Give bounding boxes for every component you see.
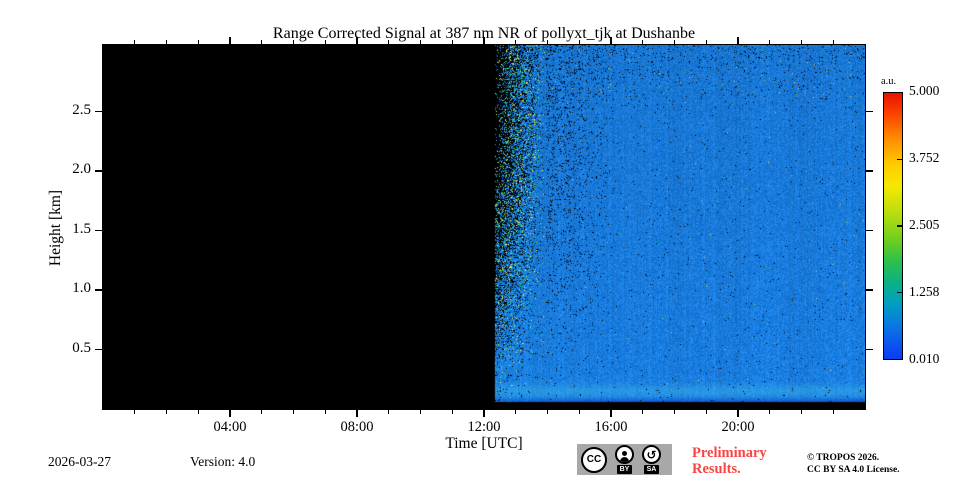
preliminary-line2: Results. [692, 460, 741, 477]
x-tick [705, 410, 707, 414]
y-tick [95, 348, 102, 351]
x-tick-top [451, 40, 453, 44]
person-icon [615, 445, 634, 464]
colorbar-tick [897, 225, 902, 227]
preliminary-results-note: Preliminary Results. [692, 445, 767, 477]
x-tick [229, 410, 231, 417]
preliminary-line1: Preliminary [692, 445, 767, 461]
x-tick-top [737, 37, 739, 44]
y-tick [95, 110, 102, 113]
colorbar-tick-label: 3.752 [909, 150, 940, 165]
colorbar-tick-label: 5.000 [909, 83, 940, 98]
x-tick [642, 410, 644, 414]
x-tick [388, 410, 390, 414]
y-tick [95, 289, 102, 291]
x-tick-top [769, 40, 771, 44]
x-tick-top [832, 40, 834, 44]
x-tick [547, 410, 548, 414]
x-tick-top [197, 40, 199, 44]
x-tick [356, 410, 358, 417]
x-tick-label: 04:00 [213, 419, 247, 435]
colorbar-tick-label: 1.258 [909, 284, 940, 299]
x-tick [261, 410, 263, 414]
colorbar-tick [897, 291, 902, 294]
x-tick-top [229, 37, 231, 44]
x-tick-top [261, 40, 263, 44]
x-tick-top [293, 40, 294, 44]
cc-by-unit: BY [615, 445, 634, 474]
x-tick-top [705, 40, 707, 44]
cc-by-sa-badge: CC BY ↺ SA [577, 444, 672, 475]
copyright-note: © TROPOS 2026. CC BY SA 4.0 License. [807, 452, 900, 476]
x-tick-top [547, 40, 548, 44]
y-tick-label: 1.5 [72, 220, 91, 237]
x-tick [451, 410, 453, 414]
y-tick-right [866, 110, 873, 113]
colorbar-tick-label: 2.505 [909, 217, 940, 232]
y-tick-label: 1.0 [72, 280, 91, 297]
by-label: BY [616, 465, 633, 474]
y-tick-right [866, 229, 873, 232]
plot-area: 04:00 08:00 12:00 16:00 20:00 0.5 1.0 1.5 2.0 2.5 [72, 37, 873, 435]
x-tick [483, 410, 485, 417]
x-tick [769, 410, 771, 414]
x-axis-label: Time [UTC] [445, 435, 523, 452]
x-tick-top [134, 40, 136, 44]
x-tick-top [388, 40, 390, 44]
version-label: Version: 4.0 [190, 454, 256, 469]
heatmap-canvas [103, 45, 865, 409]
y-tick-right [866, 348, 873, 351]
x-tick [166, 410, 167, 414]
x-tick [134, 410, 136, 414]
y-tick-label: 0.5 [72, 339, 91, 356]
y-tick-right [866, 170, 873, 172]
colorbar-tick-label: 0.010 [909, 351, 940, 366]
chart-title: Range Corrected Signal at 387 nm NR of p… [272, 25, 696, 42]
x-tick-top [356, 37, 358, 44]
x-tick-top [610, 37, 612, 44]
y-tick-right [866, 289, 873, 291]
share-alike-icon: ↺ [642, 445, 661, 464]
x-tick-top [483, 37, 485, 44]
cc-sa-unit: ↺ SA [642, 445, 661, 474]
x-tick-top [642, 40, 644, 44]
x-tick [737, 410, 739, 417]
x-tick-top [578, 40, 580, 44]
x-tick-top [324, 40, 326, 44]
x-tick-top [801, 40, 802, 44]
y-tick-label: 2.5 [72, 101, 91, 118]
sa-label: SA [643, 465, 660, 474]
x-tick [420, 410, 421, 414]
x-tick [674, 410, 675, 414]
x-tick [324, 410, 326, 414]
colorbar-tick [897, 158, 902, 161]
y-tick [95, 170, 102, 172]
x-tick-label: 20:00 [721, 419, 755, 435]
copyright-line1: © TROPOS 2026. [807, 453, 880, 463]
x-tick-top [674, 40, 675, 44]
x-tick-top [515, 40, 517, 44]
x-tick [832, 410, 834, 414]
x-tick-label: 12:00 [467, 419, 501, 435]
x-tick-top [420, 40, 421, 44]
x-tick [293, 410, 294, 414]
y-tick-label: 2.0 [72, 161, 91, 178]
measurement-date: 2026-03-27 [48, 454, 111, 469]
copyright-line2: CC BY SA 4.0 License. [807, 465, 900, 475]
x-tick [578, 410, 580, 414]
x-tick [515, 410, 517, 414]
cc-logo-icon: CC [581, 446, 607, 473]
colorbar [883, 92, 903, 360]
y-tick [95, 229, 102, 232]
x-tick-label: 08:00 [340, 419, 374, 435]
x-tick [801, 410, 802, 414]
x-tick [197, 410, 199, 414]
x-tick [610, 410, 612, 417]
x-tick-top [166, 40, 167, 44]
x-tick-label: 16:00 [594, 419, 628, 435]
colorbar-unit-label: a.u. [881, 76, 897, 87]
